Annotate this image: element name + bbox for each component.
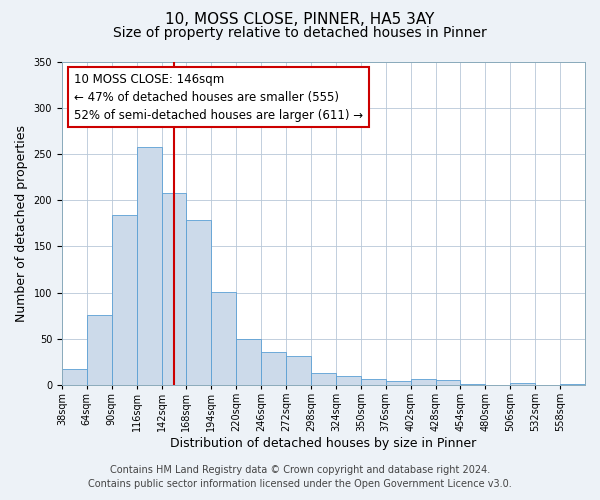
Bar	[436, 380, 460, 385]
Bar	[161, 192, 187, 385]
Bar	[510, 383, 535, 385]
Bar	[286, 356, 311, 385]
Text: 10 MOSS CLOSE: 146sqm
← 47% of detached houses are smaller (555)
52% of semi-det: 10 MOSS CLOSE: 146sqm ← 47% of detached …	[74, 72, 364, 122]
Bar	[112, 215, 137, 385]
Bar	[261, 352, 286, 385]
Bar	[211, 292, 236, 385]
Bar	[187, 220, 211, 385]
Text: Contains HM Land Registry data © Crown copyright and database right 2024.
Contai: Contains HM Land Registry data © Crown c…	[88, 465, 512, 489]
Bar	[62, 370, 87, 385]
Bar	[410, 380, 436, 385]
Bar	[236, 339, 261, 385]
Bar	[361, 380, 386, 385]
Bar	[460, 384, 485, 385]
Bar	[311, 373, 336, 385]
Y-axis label: Number of detached properties: Number of detached properties	[15, 125, 28, 322]
Bar	[386, 382, 410, 385]
Text: 10, MOSS CLOSE, PINNER, HA5 3AY: 10, MOSS CLOSE, PINNER, HA5 3AY	[166, 12, 434, 28]
Bar	[560, 384, 585, 385]
Bar	[336, 376, 361, 385]
Text: Size of property relative to detached houses in Pinner: Size of property relative to detached ho…	[113, 26, 487, 40]
Bar	[87, 315, 112, 385]
X-axis label: Distribution of detached houses by size in Pinner: Distribution of detached houses by size …	[170, 437, 476, 450]
Bar	[137, 146, 161, 385]
